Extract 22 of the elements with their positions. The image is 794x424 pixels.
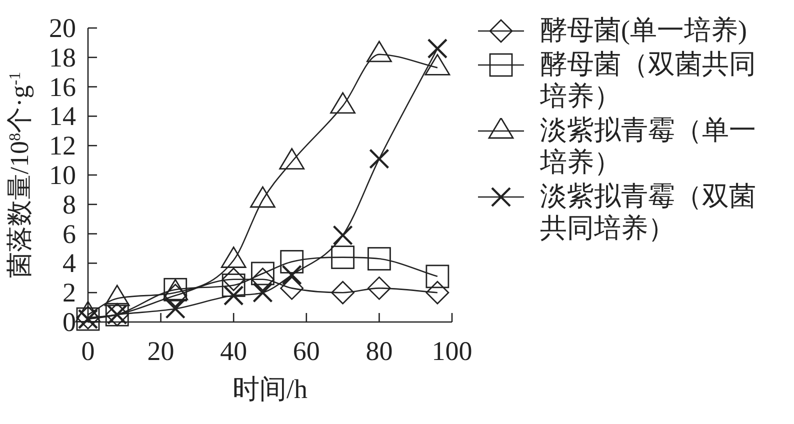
y-tick-label: 4 bbox=[62, 248, 76, 278]
y-tick-label: 10 bbox=[49, 160, 76, 190]
y-tick-label: 6 bbox=[62, 218, 76, 249]
y-tick-label: 0 bbox=[62, 307, 76, 337]
x-tick-label: 80 bbox=[366, 336, 393, 366]
legend-label: 淡紫拟青霉（单一培养） bbox=[540, 114, 757, 178]
y-tick-label: 2 bbox=[62, 278, 76, 308]
y-tick-label: 16 bbox=[49, 72, 76, 102]
y-tick-label: 8 bbox=[62, 189, 76, 220]
x-tick-label: 60 bbox=[292, 336, 320, 366]
y-tick-label: 12 bbox=[49, 130, 76, 161]
y-tick-label: 20 bbox=[49, 13, 76, 43]
x-tick-label: 40 bbox=[220, 336, 248, 366]
x-tick-label: 0 bbox=[81, 336, 95, 366]
y-tick-label: 18 bbox=[49, 42, 76, 72]
y-tick-label: 14 bbox=[49, 101, 76, 132]
legend-label: 酵母菌（双菌共同培养） bbox=[540, 48, 757, 112]
legend-label: 酵母菌(单一培养) bbox=[540, 14, 748, 46]
x-tick-label: 20 bbox=[147, 336, 174, 366]
legend-label: 淡紫拟青霉（双菌共同培养） bbox=[540, 180, 757, 244]
x-axis-title: 时间/h bbox=[232, 374, 308, 404]
x-tick-label: 100 bbox=[432, 336, 472, 366]
